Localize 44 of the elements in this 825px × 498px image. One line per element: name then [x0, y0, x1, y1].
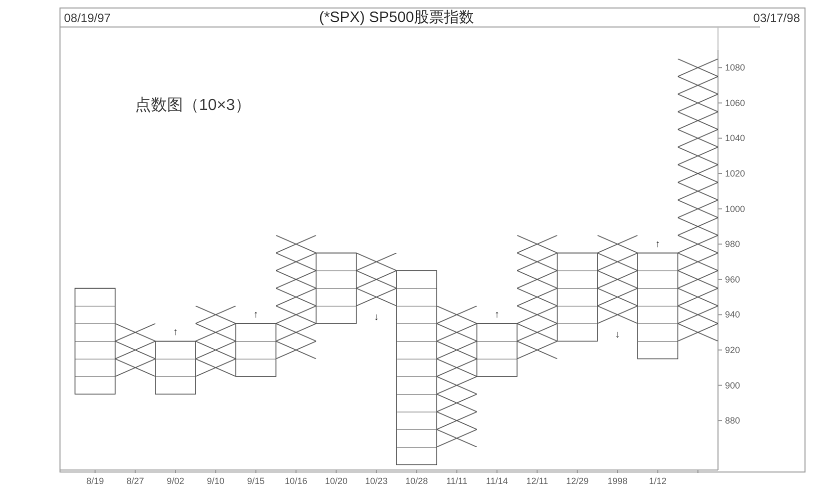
x-tick-label: 8/19 [86, 476, 104, 486]
y-tick-label: 920 [725, 345, 740, 355]
y-tick-label: 1080 [725, 62, 746, 73]
x-tick-label: 10/16 [284, 476, 308, 486]
x-tick-label: 8/27 [126, 476, 144, 486]
y-tick-label: 1000 [725, 204, 746, 214]
y-tick-label: 900 [725, 380, 740, 390]
x-tick-label: 11/11 [446, 476, 468, 486]
y-tick-label: 1020 [725, 168, 746, 179]
bar [316, 252, 357, 324]
x-tick-label: 9/10 [206, 476, 224, 486]
x-tick-label: 1/12 [648, 476, 666, 486]
y-tick-label: 980 [725, 239, 740, 250]
text: 03/17/98 [753, 11, 800, 25]
annotation: ↓ [374, 312, 379, 323]
x-tick-label: 12/11 [526, 476, 548, 486]
x-tick-label: 11/14 [486, 476, 508, 486]
bar [556, 252, 598, 342]
annotation: ↑ [172, 327, 178, 338]
bar [235, 323, 276, 377]
x-tick-label: 9/02 [166, 476, 184, 486]
bar [637, 252, 678, 360]
x-tick-label: 10/23 [365, 476, 388, 486]
y-tick-label: 1060 [725, 98, 746, 108]
bar [74, 288, 116, 395]
annotation: ↓ [615, 330, 620, 341]
x-tick-label: 10/28 [405, 476, 428, 486]
bar [476, 323, 518, 377]
bar [396, 270, 438, 466]
x-tick-label: 9/15 [247, 476, 265, 486]
annotation: ↑ [253, 310, 258, 321]
text: 08/19/97 [64, 11, 112, 25]
y-tick-label: 1040 [725, 133, 746, 144]
x-tick-label: 12/29 [566, 476, 589, 486]
chart-title: (*SPX) SP500股票指数 [318, 9, 474, 26]
x-tick-label: 1998 [608, 476, 628, 486]
x-tick-label: 10/20 [324, 476, 348, 486]
y-tick-label: 880 [725, 416, 740, 426]
bar [154, 340, 196, 395]
annotation: ↑ [655, 238, 660, 250]
y-tick-label: 940 [725, 310, 740, 320]
y-tick-label: 960 [725, 274, 740, 284]
annotation: ↑ [494, 310, 500, 321]
annotation: 点数图（10×3） [135, 96, 252, 114]
